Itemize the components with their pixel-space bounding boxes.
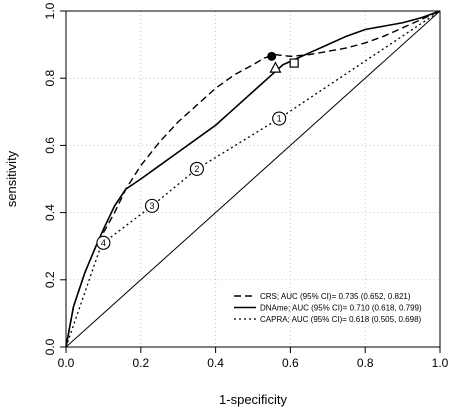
x-tick-label: 0.0 xyxy=(58,356,75,370)
marker-numbered-circle: 3 xyxy=(144,198,160,213)
marker-triangle xyxy=(269,61,282,73)
x-tick-label: 1.0 xyxy=(432,356,449,370)
marker-number-label: 3 xyxy=(150,201,155,211)
x-tick-label: 0.4 xyxy=(207,356,224,370)
cutoff-markers: 1 2 3 4 xyxy=(96,51,299,250)
y-tick-label: 0.4 xyxy=(43,204,57,221)
marker-circle xyxy=(189,161,204,176)
legend-entry-label: CRS; AUC (95% CI)= 0.735 (0.652, 0.821) xyxy=(260,292,411,301)
legend: CRS; AUC (95% CI)= 0.735 (0.652, 0.821) D… xyxy=(234,292,422,324)
y-tick-label: 0.6 xyxy=(43,137,57,154)
x-tick-label: 0.6 xyxy=(282,356,299,370)
marker-numbered-circle: 2 xyxy=(189,161,204,176)
legend-entry-label: DNAme; AUC (95% CI)= 0.710 (0.618, 0.799… xyxy=(260,304,422,313)
x-axis-ticks: 0.0 0.2 0.4 0.6 0.8 1.0 xyxy=(58,347,449,370)
y-tick-label: 0.8 xyxy=(43,70,57,87)
x-tick-label: 0.8 xyxy=(357,356,374,370)
x-axis-label: 1-specificity xyxy=(219,392,287,407)
roc-curve-solid xyxy=(65,10,441,348)
reference-diagonal xyxy=(65,10,441,348)
y-axis-ticks: 0.0 0.2 0.4 0.6 0.8 1.0 xyxy=(43,2,66,355)
y-tick-label: 0.0 xyxy=(43,338,57,355)
marker-numbered-circle: 1 xyxy=(272,111,287,126)
x-tick-label: 0.2 xyxy=(132,356,149,370)
marker-numbered-circle: 4 xyxy=(96,235,111,250)
y-tick-label: 1.0 xyxy=(43,2,57,19)
marker-number-label: 4 xyxy=(101,238,106,248)
marker-filled-circle xyxy=(267,51,277,61)
marker-circle xyxy=(144,198,160,213)
marker-square xyxy=(289,58,299,68)
plot-frame xyxy=(65,10,441,348)
marker-number-label: 2 xyxy=(194,164,199,174)
marker-number-label: 1 xyxy=(277,114,282,124)
marker-circle xyxy=(272,111,287,126)
reference-line xyxy=(65,10,441,348)
y-axis-label: sensitivity xyxy=(4,150,19,207)
y-tick-label: 0.2 xyxy=(43,271,57,288)
marker-circle xyxy=(96,235,111,250)
roc-curve-dashed xyxy=(65,10,441,348)
legend-entry-label: CAPRA; AUC (95% CI)= 0.618 (0.505, 0.698… xyxy=(260,315,422,324)
